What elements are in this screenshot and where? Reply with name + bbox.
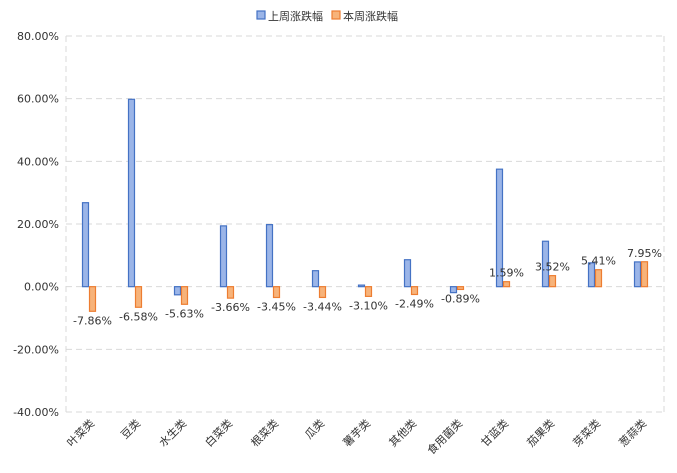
y-tick-label: 40.00% — [17, 155, 59, 168]
bar-this-week — [640, 261, 649, 288]
bar-this-week — [364, 286, 373, 297]
data-label: -3.66% — [211, 301, 250, 314]
bar-last-week — [81, 202, 90, 288]
data-label: -7.86% — [73, 314, 112, 327]
bar-this-week — [594, 269, 603, 288]
bar-last-week — [403, 259, 412, 288]
legend-swatch-last-week — [256, 10, 266, 20]
bar-this-week — [318, 286, 327, 299]
x-tick-label: 其他类 — [386, 416, 419, 449]
data-label: 5.41% — [581, 255, 616, 268]
data-label: 3.52% — [535, 261, 570, 274]
x-axis-categories: 叶菜类 豆类 水生类 白菜类 根菜类 瓜类 薯芋类 其他类 食用菌类 甘蓝类 茄果类 芽菜类 葱蒜类 — [64, 416, 649, 457]
x-tick-label: 叶菜类 — [64, 416, 97, 449]
bar-this-week — [502, 281, 511, 288]
x-tick-label: 茄果类 — [524, 416, 557, 449]
x-tick-label: 甘蓝类 — [478, 416, 511, 449]
x-tick-label: 豆类 — [118, 416, 143, 441]
bar-last-week — [311, 270, 320, 288]
y-tick-label: 0.00% — [24, 281, 59, 294]
y-tick-label: 20.00% — [17, 218, 59, 231]
y-tick-label: 80.00% — [17, 30, 59, 43]
x-tick-label: 食用菌类 — [424, 416, 465, 457]
bar-last-week — [127, 98, 136, 288]
bar-this-week — [410, 286, 419, 296]
bar-last-week — [541, 240, 550, 288]
data-label: 1.59% — [489, 267, 524, 280]
data-label: -3.10% — [349, 299, 388, 312]
data-label: -5.63% — [165, 307, 204, 320]
bar-this-week — [548, 275, 557, 288]
bar-last-week — [219, 225, 228, 288]
data-label: -2.49% — [395, 297, 434, 310]
x-tick-label: 白菜类 — [202, 416, 235, 449]
bar-this-week — [134, 286, 143, 308]
x-tick-label: 葱蒜类 — [616, 416, 649, 449]
x-tick-label: 薯芋类 — [340, 416, 373, 449]
x-tick-label: 水生类 — [156, 416, 189, 449]
bar-this-week — [272, 286, 281, 299]
legend-label-last-week: 上周涨跌幅 — [268, 9, 323, 23]
x-tick-label: 芽菜类 — [570, 416, 603, 449]
y-axis-ticks: 80.00% 60.00% 40.00% 20.00% 0.00% -20.00% -40.… — [13, 30, 59, 419]
y-tick-label: -40.00% — [13, 406, 59, 419]
bar-last-week — [633, 261, 642, 288]
bars — [81, 98, 649, 312]
bar-last-week — [173, 286, 182, 296]
bar-this-week — [226, 286, 235, 299]
bar-this-week — [88, 286, 97, 312]
legend-swatch-this-week — [331, 10, 341, 20]
bar-last-week — [495, 168, 504, 288]
bar-last-week — [357, 284, 366, 288]
data-label: -6.58% — [119, 310, 158, 323]
bar-last-week — [265, 224, 274, 288]
x-tick-label: 瓜类 — [302, 416, 327, 441]
y-tick-label: -20.00% — [13, 343, 59, 356]
x-tick-label: 根菜类 — [248, 416, 281, 449]
data-label: -3.45% — [257, 300, 296, 313]
data-label: -3.44% — [303, 300, 342, 313]
legend: 上周涨跌幅 本周涨跌幅 — [256, 9, 398, 23]
data-label: -0.89% — [441, 292, 480, 305]
legend-label-this-week: 本周涨跌幅 — [343, 9, 398, 23]
data-labels: -7.86% -6.58% -5.63% -3.66% -3.45% -3.44% -3.1… — [73, 247, 662, 328]
bar-this-week — [180, 286, 189, 305]
data-label: 7.95% — [627, 247, 662, 260]
y-tick-label: 60.00% — [17, 93, 59, 106]
grid-lines — [65, 35, 665, 413]
bar-last-week — [587, 262, 596, 288]
bar-last-week — [449, 286, 458, 294]
bar-this-week — [456, 286, 465, 291]
